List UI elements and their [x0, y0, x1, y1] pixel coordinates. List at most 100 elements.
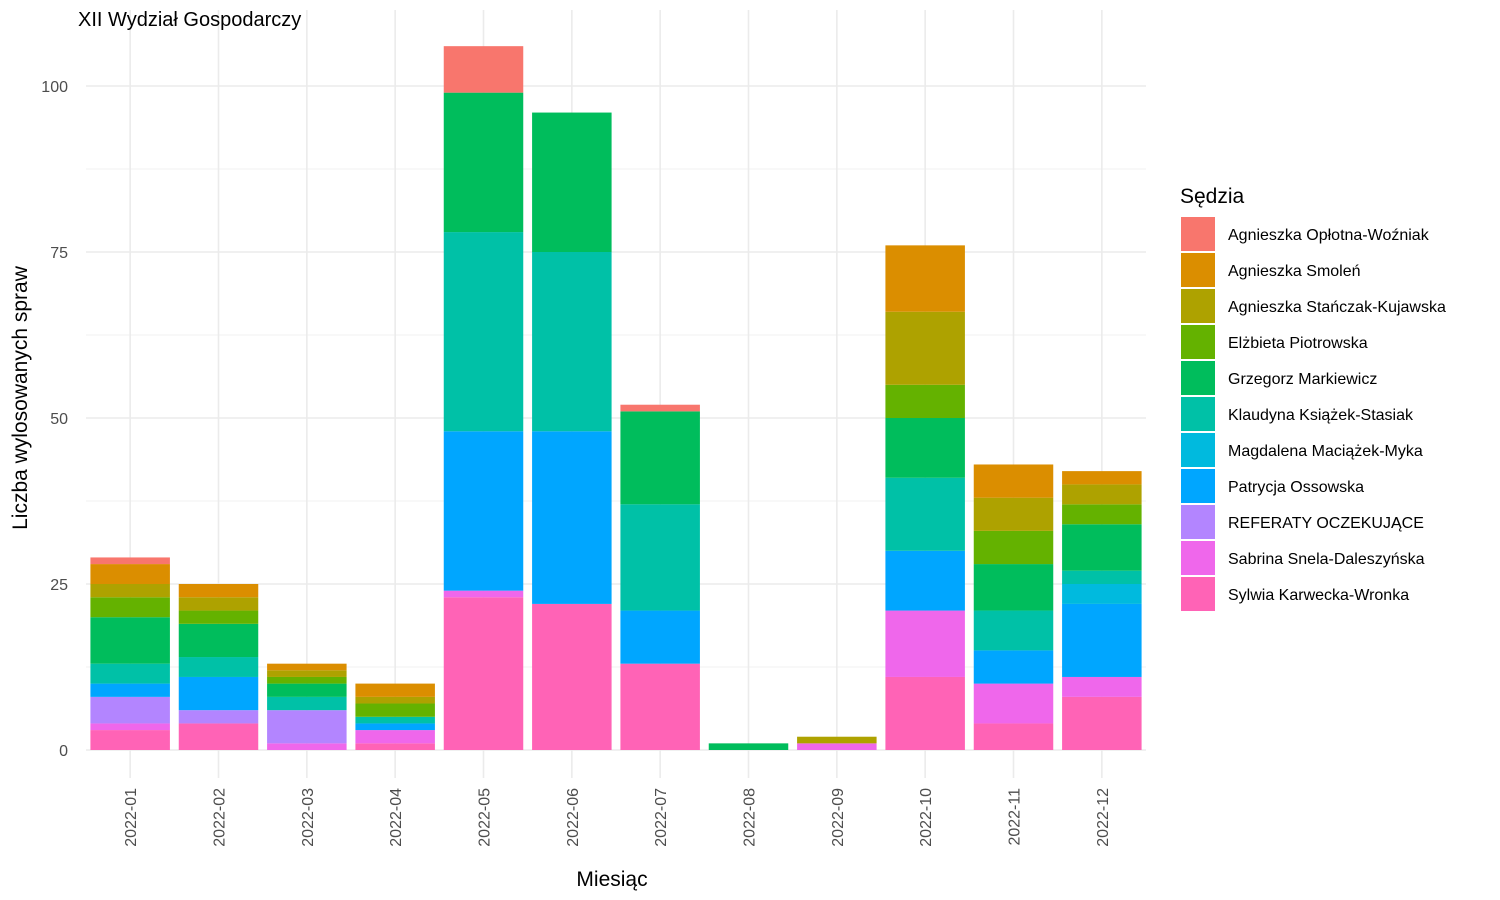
x-tick-label: 2022-05 [477, 788, 494, 847]
bar-segment [1062, 696, 1142, 750]
legend-swatch [1181, 505, 1215, 539]
bar-segment [90, 696, 170, 724]
bar-segment [267, 663, 347, 671]
legend-label: REFERATY OCZEKUJĄCE [1228, 515, 1424, 532]
legend-swatch [1181, 433, 1215, 467]
legend-label: Elżbieta Piotrowska [1228, 335, 1368, 352]
bar-segment [620, 504, 700, 611]
bar-segment [973, 683, 1054, 724]
bar-segment [620, 411, 700, 505]
bar-segment [267, 710, 347, 744]
x-tick-label: 2022-07 [653, 788, 670, 847]
x-axis-ticks: 2022-01 2022-02 2022-03 2022-04 2022-05 2022-… [123, 788, 1112, 847]
bar-segment [532, 252, 612, 432]
bar-segment [973, 650, 1054, 684]
legend-swatch [1181, 541, 1215, 575]
legend-label: Sabrina Snela-Daleszyńska [1228, 551, 1425, 568]
bar-segment [355, 716, 435, 724]
y-tick-label: 100 [41, 79, 68, 96]
bars [90, 46, 1142, 750]
legend-label: Magdalena Maciążek-Myka [1228, 443, 1423, 460]
bar-segment [90, 557, 170, 565]
legend-swatch [1181, 469, 1215, 503]
bar-segment [885, 610, 965, 677]
y-tick-label: 0 [59, 743, 68, 760]
bar-segment [443, 46, 524, 93]
y-tick-label: 75 [50, 245, 68, 262]
bar-segment [267, 696, 347, 711]
y-tick-label: 50 [50, 411, 68, 428]
legend-swatch [1181, 325, 1215, 359]
bar-segment [267, 683, 347, 697]
bar-segment [885, 418, 965, 478]
bar-segment [443, 590, 524, 598]
bar-segment [620, 404, 700, 412]
bar-segment [355, 683, 435, 697]
bar-segment [885, 550, 965, 611]
x-tick-label: 2022-04 [388, 788, 405, 847]
bar-segment [443, 431, 524, 591]
legend-label: Agnieszka Opłotna-Woźniak [1228, 227, 1430, 244]
bar-segment [90, 683, 170, 697]
bar-segment [178, 710, 259, 724]
bar-segment [797, 736, 877, 744]
bar-segment [532, 603, 612, 750]
legend-label: Klaudyna Książek-Stasiak [1228, 407, 1414, 424]
bar-segment [620, 610, 700, 664]
x-tick-label: 2022-06 [565, 788, 582, 847]
bar-segment [620, 663, 700, 750]
x-tick-label: 2022-02 [212, 788, 229, 847]
bar-segment [1062, 603, 1142, 677]
bar-segment [267, 670, 347, 677]
legend-swatch [1181, 289, 1215, 323]
bar-segment [1062, 524, 1142, 571]
bar-segment [973, 464, 1054, 498]
chart-title: XII Wydział Gospodarczy [78, 9, 301, 31]
x-tick-label: 2022-11 [1007, 788, 1024, 846]
bar-segment [885, 676, 965, 750]
bar-segment [90, 730, 170, 750]
bar-segment [443, 92, 524, 233]
legend-label: Sylwia Karwecka-Wronka [1228, 587, 1409, 604]
x-tick-label: 2022-08 [742, 788, 759, 847]
bar-segment [1062, 471, 1142, 485]
bar-segment [90, 584, 170, 598]
bar-segment [973, 610, 1054, 651]
bar-segment [973, 723, 1054, 750]
bar-segment [355, 743, 435, 750]
bar-segment [885, 245, 965, 312]
bar-segment [973, 497, 1054, 531]
bar-segment [1062, 504, 1142, 525]
bar-segment [90, 663, 170, 684]
bar-segment [355, 723, 435, 731]
legend-label: Agnieszka Stańczak-Kujawska [1228, 299, 1446, 316]
legend-swatch [1181, 397, 1215, 431]
legend-title: Sędzia [1180, 185, 1245, 208]
bar-segment [1062, 570, 1142, 584]
legend: Sędzia Agnieszka Opłotna-Woźniak Agnieszk… [1180, 185, 1446, 611]
bar-segment [355, 703, 435, 717]
legend-swatch [1181, 253, 1215, 287]
bar-segment [90, 723, 170, 731]
bar-segment [90, 617, 170, 664]
x-tick-label: 2022-09 [830, 788, 847, 847]
legend-swatch [1181, 361, 1215, 395]
bar-segment [885, 477, 965, 551]
bar-segment [355, 730, 435, 744]
legend-swatch [1181, 577, 1215, 611]
x-tick-label: 2022-03 [300, 788, 317, 847]
bar-segment [885, 384, 965, 418]
x-axis-title: Miesiąc [576, 868, 647, 891]
legend-label: Patrycja Ossowska [1228, 479, 1364, 496]
bar-segment [178, 584, 259, 598]
bar-segment [708, 743, 789, 750]
bar-segment [90, 597, 170, 618]
bar-segment [797, 743, 877, 750]
legend-label: Agnieszka Smoleń [1228, 263, 1361, 280]
bar-segment [267, 676, 347, 684]
bar-segment [532, 431, 612, 604]
bar-segment [973, 530, 1054, 565]
bar-segment [1062, 484, 1142, 505]
bar-segment [355, 696, 435, 704]
